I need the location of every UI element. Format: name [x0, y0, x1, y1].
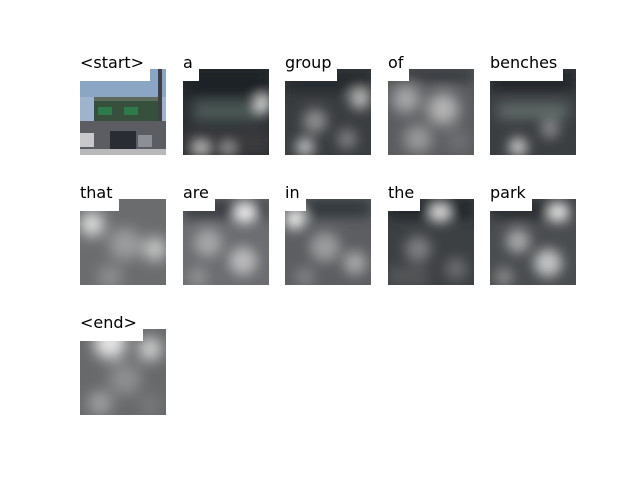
- token-label: a: [183, 53, 199, 81]
- token-label: are: [183, 183, 215, 211]
- attention-heatmap: [285, 69, 371, 155]
- token-label: <start>: [80, 53, 151, 81]
- token-label: of: [388, 53, 410, 81]
- attention-heatmap: [285, 199, 371, 285]
- attention-heatmap: [490, 199, 576, 285]
- attention-heatmap: [183, 199, 269, 285]
- attention-panel-a: a: [183, 53, 269, 155]
- attention-panel-the: the: [388, 183, 474, 285]
- attention-heatmap: [388, 199, 474, 285]
- attention-panel-of: of: [388, 53, 474, 155]
- token-label: park: [490, 183, 532, 211]
- token-label: in: [285, 183, 306, 211]
- attention-panel-park: park: [490, 183, 576, 285]
- token-label: benches: [490, 53, 564, 81]
- attention-panel-end: <end>: [80, 313, 166, 415]
- attention-panel-in: in: [285, 183, 371, 285]
- attention-panel-start: <start>: [80, 53, 166, 155]
- source-photo: [80, 69, 166, 155]
- attention-panel-group: group: [285, 53, 371, 155]
- token-label: that: [80, 183, 119, 211]
- attention-heatmap: [490, 69, 576, 155]
- token-label: <end>: [80, 313, 143, 341]
- attention-heatmap: [80, 199, 166, 285]
- attention-heatmap: [183, 69, 269, 155]
- attention-panel-benches: benches: [490, 53, 576, 155]
- attention-panel-that: that: [80, 183, 166, 285]
- attention-heatmap: [388, 69, 474, 155]
- token-label: group: [285, 53, 338, 81]
- attention-heatmap: [80, 329, 166, 415]
- attention-panel-are: are: [183, 183, 269, 285]
- token-label: the: [388, 183, 421, 211]
